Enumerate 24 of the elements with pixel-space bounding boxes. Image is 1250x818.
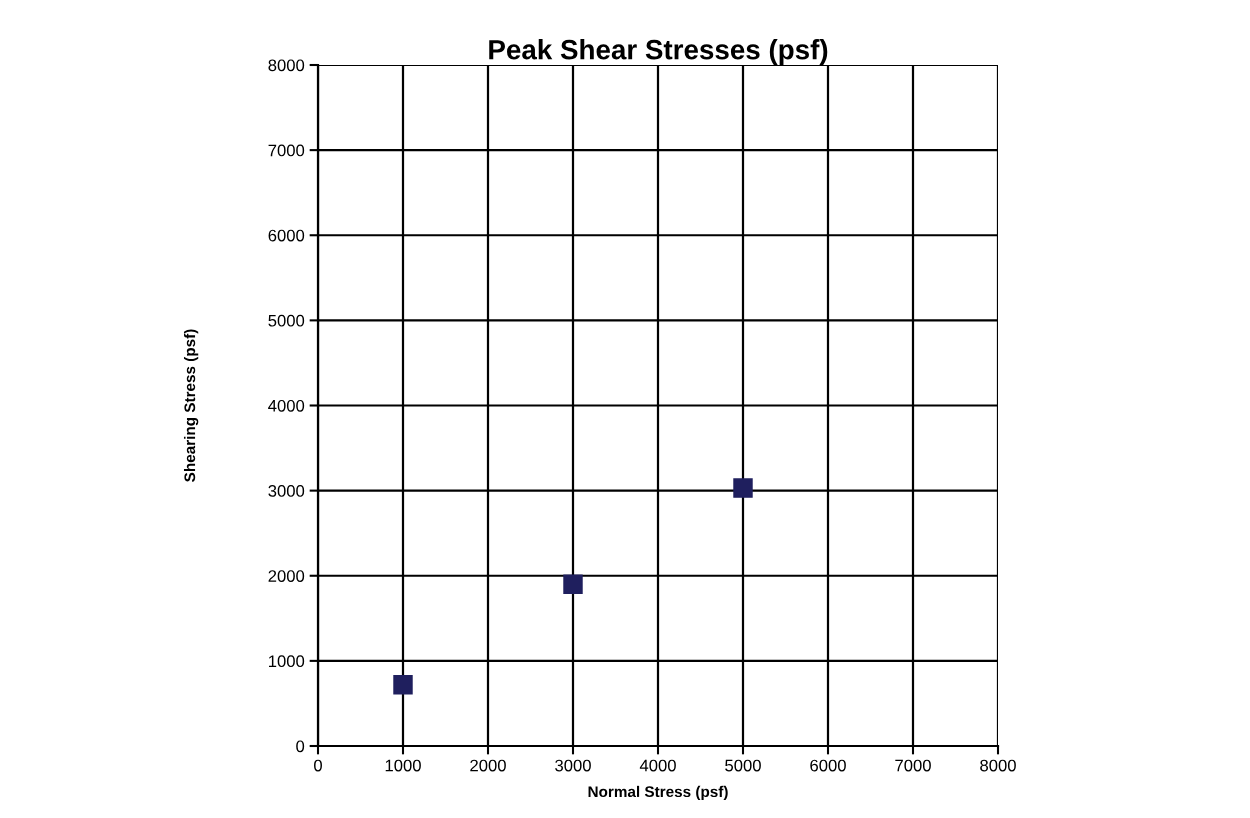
x-tick-label: 0 (314, 759, 322, 772)
point (393, 674, 413, 695)
point (563, 574, 583, 594)
y-tick-label: 8000 (268, 59, 305, 72)
y-tick-label: 0 (296, 740, 305, 753)
point (733, 478, 753, 498)
y-tick-label: 4000 (268, 399, 305, 412)
chart-title: Peak Shear Stresses (psf) (489, 39, 828, 65)
x-axis-title: Normal Stress (psf) (588, 785, 728, 801)
x-tick-label: 7000 (895, 759, 931, 772)
y-tick-label: 2000 (268, 570, 305, 582)
y-tick-label: 6000 (268, 229, 305, 242)
x-tick-label: 2000 (470, 759, 506, 772)
y-tick-label: 1000 (269, 655, 305, 668)
x-tick-label: 1000 (385, 759, 421, 772)
y-axis-title: Shearing Stress (psf) (183, 329, 199, 482)
y-tick-label: 3000 (268, 485, 305, 497)
y-tick-label: 7000 (268, 144, 305, 157)
x-tick-label: 8000 (980, 759, 1016, 772)
y-tick-label: 5000 (268, 314, 305, 327)
x-tick-label: 4000 (639, 759, 676, 772)
x-tick-label: 6000 (810, 759, 846, 772)
x-tick-label: 5000 (725, 759, 761, 772)
x-tick-label: 3000 (555, 759, 591, 772)
